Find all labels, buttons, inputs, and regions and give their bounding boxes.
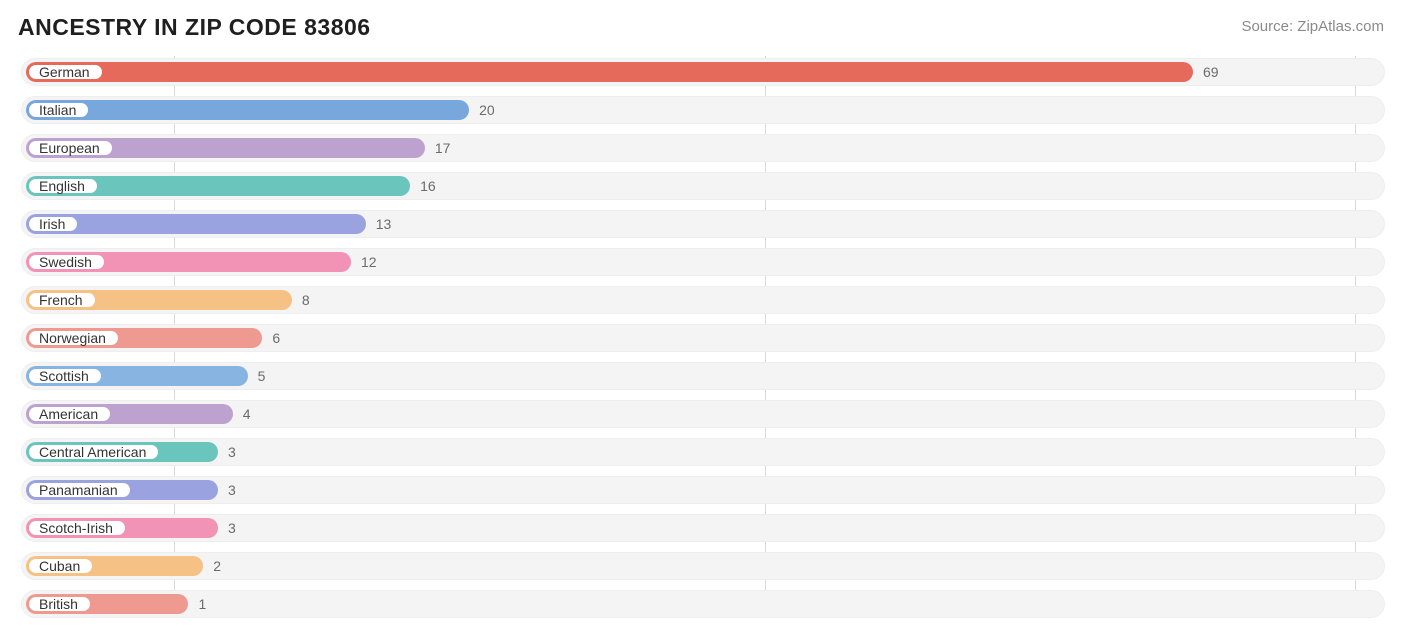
bar-label-pill: French <box>29 293 95 307</box>
bar-label-pill: English <box>29 179 97 193</box>
bar-track <box>21 552 1385 580</box>
bar: Swedish <box>26 252 351 272</box>
bar-value-label: 16 <box>420 178 436 194</box>
bar-row: Swedish 12 <box>14 246 1392 278</box>
bar-label-pill: Scottish <box>29 369 101 383</box>
bar-row: French 8 <box>14 284 1392 316</box>
bar: Irish <box>26 214 366 234</box>
bar-value-label: 13 <box>376 216 392 232</box>
bar-row: Panamanian 3 <box>14 474 1392 506</box>
bar-row: Cuban 2 <box>14 550 1392 582</box>
bar: American <box>26 404 233 424</box>
bar: German <box>26 62 1193 82</box>
bar-value-label: 8 <box>302 292 310 308</box>
bar: Panamanian <box>26 480 218 500</box>
bar-row: Central American 3 <box>14 436 1392 468</box>
bar-row: Italian 20 <box>14 94 1392 126</box>
bar-label-pill: Panamanian <box>29 483 130 497</box>
bar-value-label: 4 <box>243 406 251 422</box>
bar-label-pill: Irish <box>29 217 77 231</box>
bar-label-pill: Norwegian <box>29 331 118 345</box>
bar-value-label: 69 <box>1203 64 1219 80</box>
bar-row: British 1 <box>14 588 1392 620</box>
bar-row: Irish 13 <box>14 208 1392 240</box>
bar-row: Norwegian 6 <box>14 322 1392 354</box>
bar-value-label: 12 <box>361 254 377 270</box>
bar-track <box>21 476 1385 504</box>
bar: English <box>26 176 410 196</box>
bar-track <box>21 590 1385 618</box>
bar-row: German 69 <box>14 56 1392 88</box>
bar-value-label: 17 <box>435 140 451 156</box>
bar: British <box>26 594 188 614</box>
bar: Scottish <box>26 366 248 386</box>
bar-value-label: 1 <box>198 596 206 612</box>
bar-row: Scottish 5 <box>14 360 1392 392</box>
chart-source: Source: ZipAtlas.com <box>1241 18 1384 35</box>
bar-label-pill: Central American <box>29 445 158 459</box>
bar: Cuban <box>26 556 203 576</box>
bar-row: English 16 <box>14 170 1392 202</box>
bar-label-pill: Scotch-Irish <box>29 521 125 535</box>
bar-label-pill: British <box>29 597 90 611</box>
bar-label-pill: American <box>29 407 110 421</box>
bar: European <box>26 138 425 158</box>
bar-row: European 17 <box>14 132 1392 164</box>
bar-value-label: 2 <box>213 558 221 574</box>
bar-label-pill: European <box>29 141 112 155</box>
bar: French <box>26 290 292 310</box>
bar-label-pill: Swedish <box>29 255 104 269</box>
bar-track <box>21 514 1385 542</box>
bar-value-label: 6 <box>272 330 280 346</box>
bar-value-label: 3 <box>228 520 236 536</box>
bar-label-pill: German <box>29 65 102 79</box>
bar: Norwegian <box>26 328 262 348</box>
plot-area: 04080German69Italian20European17English1… <box>14 56 1392 616</box>
bar: Central American <box>26 442 218 462</box>
bar-row: Scotch-Irish 3 <box>14 512 1392 544</box>
bar: Italian <box>26 100 469 120</box>
bar-value-label: 20 <box>479 102 495 118</box>
ancestry-chart: ANCESTRY IN ZIP CODE 83806 Source: ZipAt… <box>0 0 1406 644</box>
bar-value-label: 3 <box>228 444 236 460</box>
bar-value-label: 3 <box>228 482 236 498</box>
bar: Scotch-Irish <box>26 518 218 538</box>
bar-row: American 4 <box>14 398 1392 430</box>
chart-title: ANCESTRY IN ZIP CODE 83806 <box>18 14 371 41</box>
bar-track <box>21 438 1385 466</box>
bar-value-label: 5 <box>258 368 266 384</box>
bar-label-pill: Italian <box>29 103 88 117</box>
bar-label-pill: Cuban <box>29 559 92 573</box>
